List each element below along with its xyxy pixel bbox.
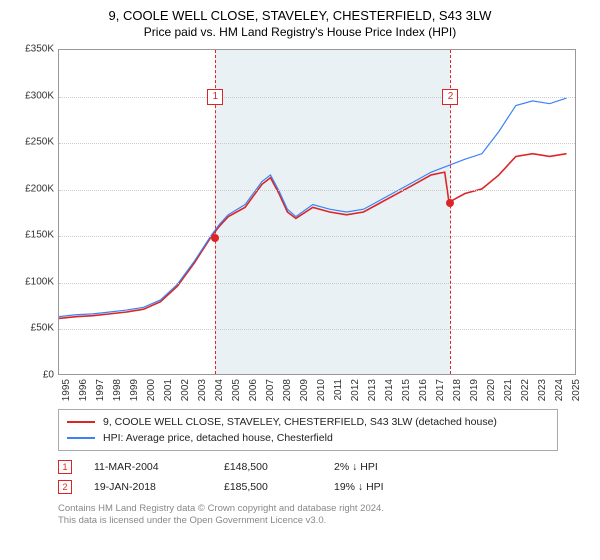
sale-row: 2 19-JAN-2018£185,50019% ↓ HPI bbox=[58, 477, 594, 497]
attribution: Contains HM Land Registry data © Crown c… bbox=[58, 503, 584, 528]
sale-diff: 19% ↓ HPI bbox=[334, 481, 414, 493]
sale-index-box: 2 bbox=[58, 480, 72, 494]
y-tick: £250K bbox=[14, 137, 54, 148]
x-tick: 2006 bbox=[248, 379, 259, 401]
chart-svg bbox=[59, 50, 575, 374]
y-tick: £50K bbox=[14, 323, 54, 334]
x-tick: 1996 bbox=[78, 379, 89, 401]
chart-container: 9, COOLE WELL CLOSE, STAVELEY, CHESTERFI… bbox=[0, 0, 600, 532]
x-tick: 2010 bbox=[316, 379, 327, 401]
x-tick: 2019 bbox=[469, 379, 480, 401]
y-tick: £300K bbox=[14, 90, 54, 101]
plot-region: 12 bbox=[58, 49, 576, 375]
sale-row: 1 11-MAR-2004£148,5002% ↓ HPI bbox=[58, 457, 594, 477]
x-tick: 2023 bbox=[537, 379, 548, 401]
x-tick: 2004 bbox=[214, 379, 225, 401]
sale-price: £185,500 bbox=[224, 481, 334, 493]
x-tick: 1995 bbox=[61, 379, 72, 401]
y-tick: £150K bbox=[14, 230, 54, 241]
sale-marker-dot bbox=[446, 199, 454, 207]
sale-marker-label: 2 bbox=[442, 89, 458, 105]
legend-item: HPI: Average price, detached house, Ches… bbox=[67, 430, 549, 446]
chart-area: £0£50K£100K£150K£200K£250K£300K£350K 12 … bbox=[14, 45, 584, 405]
x-tick: 2005 bbox=[231, 379, 242, 401]
y-tick: £100K bbox=[14, 276, 54, 287]
x-tick: 2013 bbox=[367, 379, 378, 401]
x-tick: 2018 bbox=[452, 379, 463, 401]
x-tick: 2025 bbox=[571, 379, 582, 401]
sale-date: 19-JAN-2018 bbox=[94, 481, 224, 493]
legend-swatch bbox=[67, 421, 95, 423]
legend-item: 9, COOLE WELL CLOSE, STAVELEY, CHESTERFI… bbox=[67, 414, 549, 430]
x-tick: 2017 bbox=[435, 379, 446, 401]
chart-title: 9, COOLE WELL CLOSE, STAVELEY, CHESTERFI… bbox=[6, 8, 594, 23]
sale-diff: 2% ↓ HPI bbox=[334, 461, 414, 473]
x-tick: 2014 bbox=[384, 379, 395, 401]
x-tick: 2021 bbox=[503, 379, 514, 401]
x-tick: 2001 bbox=[163, 379, 174, 401]
x-tick: 1999 bbox=[129, 379, 140, 401]
x-tick: 2011 bbox=[333, 379, 344, 401]
attrib-line-1: Contains HM Land Registry data © Crown c… bbox=[58, 503, 584, 515]
x-tick: 2015 bbox=[401, 379, 412, 401]
legend-swatch bbox=[67, 437, 95, 439]
attrib-line-2: This data is licensed under the Open Gov… bbox=[58, 515, 584, 527]
x-tick: 1997 bbox=[95, 379, 106, 401]
chart-subtitle: Price paid vs. HM Land Registry's House … bbox=[6, 25, 594, 39]
x-tick: 2003 bbox=[197, 379, 208, 401]
x-tick: 1998 bbox=[112, 379, 123, 401]
legend-label: 9, COOLE WELL CLOSE, STAVELEY, CHESTERFI… bbox=[103, 416, 497, 428]
legend-label: HPI: Average price, detached house, Ches… bbox=[103, 432, 333, 444]
y-tick: £0 bbox=[14, 370, 54, 381]
x-tick: 2007 bbox=[265, 379, 276, 401]
x-tick: 2012 bbox=[350, 379, 361, 401]
x-tick: 2020 bbox=[486, 379, 497, 401]
sale-marker-dot bbox=[211, 234, 219, 242]
y-tick: £200K bbox=[14, 183, 54, 194]
legend: 9, COOLE WELL CLOSE, STAVELEY, CHESTERFI… bbox=[58, 409, 558, 451]
x-tick: 2002 bbox=[180, 379, 191, 401]
sale-price: £148,500 bbox=[224, 461, 334, 473]
x-tick: 2000 bbox=[146, 379, 157, 401]
sale-date: 11-MAR-2004 bbox=[94, 461, 224, 473]
x-tick: 2024 bbox=[554, 379, 565, 401]
x-tick: 2022 bbox=[520, 379, 531, 401]
sale-marker-label: 1 bbox=[207, 89, 223, 105]
x-tick: 2016 bbox=[418, 379, 429, 401]
y-tick: £350K bbox=[14, 44, 54, 55]
x-tick: 2009 bbox=[299, 379, 310, 401]
x-tick: 2008 bbox=[282, 379, 293, 401]
sale-index-box: 1 bbox=[58, 460, 72, 474]
